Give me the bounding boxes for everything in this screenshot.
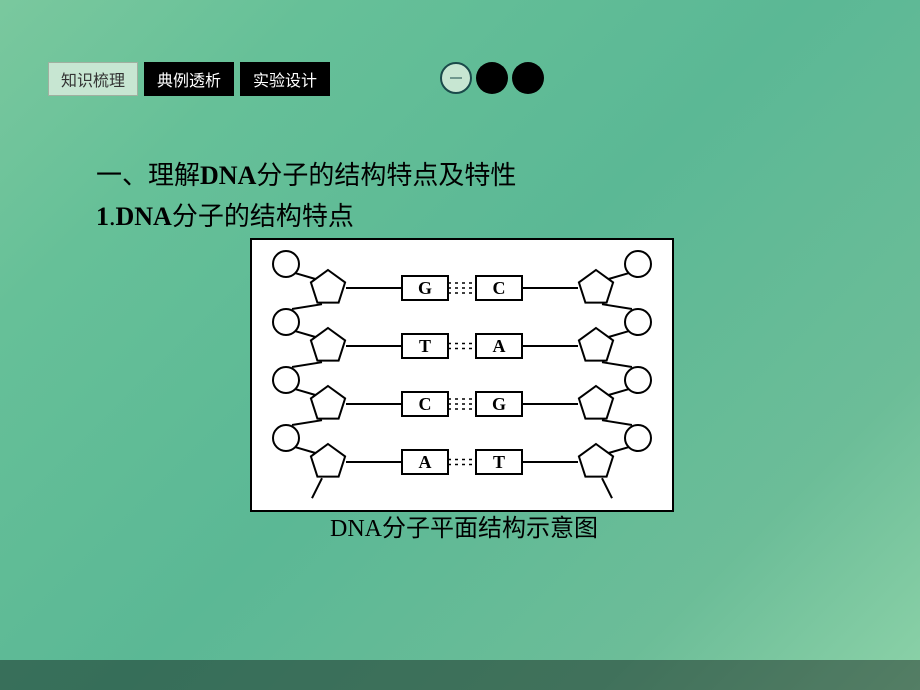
svg-text:T: T: [419, 336, 431, 356]
heading-post: 分子的结构特点及特性: [256, 161, 516, 190]
tab-experiment[interactable]: 实验设计: [240, 62, 330, 96]
sub-heading: 1.DNA分子的结构特点: [96, 196, 354, 233]
dot-2[interactable]: [476, 62, 508, 94]
svg-text:T: T: [493, 452, 505, 472]
section-heading: 一、理解DNA分子的结构特点及特性: [96, 155, 516, 192]
svg-text:C: C: [493, 278, 506, 298]
subheading-num: 1: [96, 202, 109, 231]
diagram-caption: DNA分子平面结构示意图: [330, 508, 598, 543]
page-bar: [0, 660, 920, 690]
tab-label: 实验设计: [253, 67, 317, 91]
subheading-text: 分子的结构特点: [172, 202, 354, 231]
heading-prefix: 一、: [96, 161, 148, 190]
dot-3[interactable]: [512, 62, 544, 94]
dna-diagram: G C T A C G A T: [250, 238, 674, 512]
svg-text:G: G: [492, 394, 506, 414]
svg-text:A: A: [493, 336, 506, 356]
heading-bold: DNA: [200, 161, 256, 190]
tab-knowledge[interactable]: 知识梳理: [48, 62, 138, 96]
svg-text:C: C: [419, 394, 432, 414]
dot-1[interactable]: [440, 62, 472, 94]
heading-pre: 理解: [148, 161, 200, 190]
tab-label: 典例透析: [157, 67, 221, 91]
tab-label: 知识梳理: [61, 67, 125, 91]
dna-svg: G C T A C G A T: [252, 240, 672, 510]
tab-bar: 知识梳理 典例透析 实验设计: [48, 62, 330, 96]
subheading-dna: DNA: [116, 202, 172, 231]
pager-dots: [440, 62, 544, 94]
tab-examples[interactable]: 典例透析: [144, 62, 234, 96]
svg-text:A: A: [419, 452, 432, 472]
svg-text:G: G: [418, 278, 432, 298]
slide: 知识梳理 典例透析 实验设计 一、理解DNA分子的结构特点及特性 1.DNA分子…: [0, 0, 920, 690]
